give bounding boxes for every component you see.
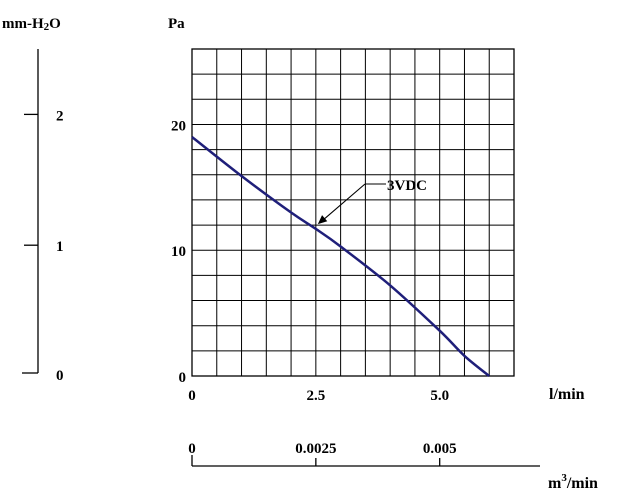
annotation-group <box>317 183 386 225</box>
secondary-x-tick-label: 0.0025 <box>295 441 336 457</box>
secondary-y-tick-label: 2 <box>56 108 64 124</box>
labels-group: Pa l/min mm-H2O m3/min 3VDC <box>2 16 598 492</box>
plot-grid <box>191 48 515 377</box>
secondary-x-title-sup: 3 <box>561 472 567 484</box>
x-tick-label: 2.5 <box>306 388 325 404</box>
annotation-arrowhead <box>317 215 328 225</box>
secondary-y-tick-label: 0 <box>56 368 64 384</box>
secondary-x-tick-label: 0.005 <box>423 441 457 457</box>
secondary-x-title-base: m <box>548 475 562 492</box>
y-axis-title: Pa <box>168 16 185 32</box>
curve-group <box>191 136 490 377</box>
secondary-x-axis-title: m3/min <box>548 472 598 492</box>
secondary-x-tick-label: 0 <box>188 441 196 457</box>
x-tick-label: 5.0 <box>430 388 449 404</box>
x-axis-title: l/min <box>549 386 585 403</box>
y-tick-label: 0 <box>179 370 187 386</box>
secondary-x-title-tail: /min <box>566 475 598 492</box>
annotation-label: 3VDC <box>387 178 427 194</box>
plot-frame <box>191 48 515 377</box>
y-tick-label: 20 <box>171 118 186 134</box>
secondary-y-tick-label: 1 <box>56 239 64 255</box>
secondary-y-axis-title: mm-H2O <box>2 16 61 33</box>
annotation-leader-diagonal <box>321 183 366 222</box>
secondary-y-title-sub: 2 <box>44 21 50 33</box>
x-tick-label: 0 <box>188 388 196 404</box>
series-line-3vdc <box>191 136 490 377</box>
secondary-y-title-base: mm-H <box>2 16 44 32</box>
secondary-y-title-tail: O <box>49 16 61 32</box>
y-tick-label: 10 <box>171 244 186 260</box>
